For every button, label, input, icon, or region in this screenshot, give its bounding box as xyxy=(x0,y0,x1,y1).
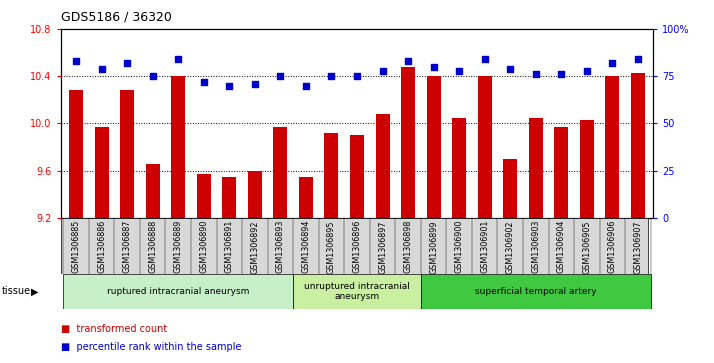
Bar xyxy=(248,171,262,218)
Text: GSM1306906: GSM1306906 xyxy=(608,220,617,273)
Text: GSM1306902: GSM1306902 xyxy=(506,220,515,274)
Bar xyxy=(64,274,293,309)
Point xyxy=(173,56,184,62)
Text: GSM1306895: GSM1306895 xyxy=(327,220,336,274)
Bar xyxy=(421,274,650,309)
Point xyxy=(403,58,414,64)
Point xyxy=(275,73,286,79)
Bar xyxy=(69,90,83,218)
Point xyxy=(326,73,337,79)
Bar xyxy=(401,67,415,218)
Bar xyxy=(299,176,313,218)
Bar xyxy=(171,76,185,218)
Text: unruptured intracranial
aneurysm: unruptured intracranial aneurysm xyxy=(304,282,410,301)
Text: GSM1306887: GSM1306887 xyxy=(123,220,131,273)
Text: GSM1306897: GSM1306897 xyxy=(378,220,387,274)
Bar xyxy=(120,90,134,218)
Point xyxy=(581,68,593,73)
Point xyxy=(121,60,133,66)
Bar xyxy=(94,127,109,218)
Text: GSM1306905: GSM1306905 xyxy=(583,220,591,274)
Text: GSM1306889: GSM1306889 xyxy=(174,220,183,273)
Text: GSM1306896: GSM1306896 xyxy=(353,220,361,273)
Point xyxy=(479,56,491,62)
Point xyxy=(223,83,235,89)
Bar xyxy=(376,114,390,218)
Text: tissue: tissue xyxy=(1,286,31,296)
Bar xyxy=(197,174,211,218)
Bar xyxy=(503,159,517,218)
Point xyxy=(300,83,311,89)
Point xyxy=(377,68,388,73)
Point xyxy=(351,73,363,79)
Point xyxy=(607,60,618,66)
Bar xyxy=(324,133,338,218)
Text: GSM1306903: GSM1306903 xyxy=(531,220,540,273)
Point xyxy=(198,79,209,85)
Bar xyxy=(478,76,492,218)
Text: GSM1306886: GSM1306886 xyxy=(97,220,106,273)
Text: GSM1306888: GSM1306888 xyxy=(148,220,157,273)
Text: GSM1306898: GSM1306898 xyxy=(403,220,413,273)
Point xyxy=(96,66,107,72)
Text: GSM1306892: GSM1306892 xyxy=(251,220,259,274)
Bar xyxy=(605,76,620,218)
Text: ▶: ▶ xyxy=(31,286,39,296)
Point xyxy=(453,68,465,73)
Text: GSM1306891: GSM1306891 xyxy=(225,220,233,273)
Text: ■  percentile rank within the sample: ■ percentile rank within the sample xyxy=(61,342,241,352)
Text: GSM1306907: GSM1306907 xyxy=(633,220,643,274)
Text: ruptured intracranial aneurysm: ruptured intracranial aneurysm xyxy=(107,287,249,296)
Point xyxy=(633,56,644,62)
Point xyxy=(70,58,81,64)
Text: GSM1306885: GSM1306885 xyxy=(71,220,81,273)
Text: GSM1306901: GSM1306901 xyxy=(481,220,489,273)
Bar xyxy=(146,164,160,218)
Text: superficial temporal artery: superficial temporal artery xyxy=(475,287,597,296)
Point xyxy=(555,72,567,77)
Bar xyxy=(452,118,466,218)
Text: GSM1306904: GSM1306904 xyxy=(557,220,566,273)
Text: GSM1306890: GSM1306890 xyxy=(199,220,208,273)
Text: GSM1306899: GSM1306899 xyxy=(429,220,438,274)
Text: GSM1306894: GSM1306894 xyxy=(301,220,311,273)
Bar xyxy=(273,127,288,218)
Bar xyxy=(580,120,594,218)
Point xyxy=(505,66,516,72)
Bar xyxy=(631,73,645,218)
Bar xyxy=(554,127,568,218)
Text: GSM1306900: GSM1306900 xyxy=(455,220,463,273)
Point xyxy=(530,72,541,77)
Point xyxy=(147,73,159,79)
Point xyxy=(249,81,261,87)
Bar xyxy=(426,76,441,218)
Text: ■  transformed count: ■ transformed count xyxy=(61,323,167,334)
Bar xyxy=(529,118,543,218)
Bar xyxy=(222,176,236,218)
Text: GDS5186 / 36320: GDS5186 / 36320 xyxy=(61,11,171,24)
Bar xyxy=(293,274,421,309)
Point xyxy=(428,64,439,70)
Bar xyxy=(350,135,364,218)
Text: GSM1306893: GSM1306893 xyxy=(276,220,285,273)
